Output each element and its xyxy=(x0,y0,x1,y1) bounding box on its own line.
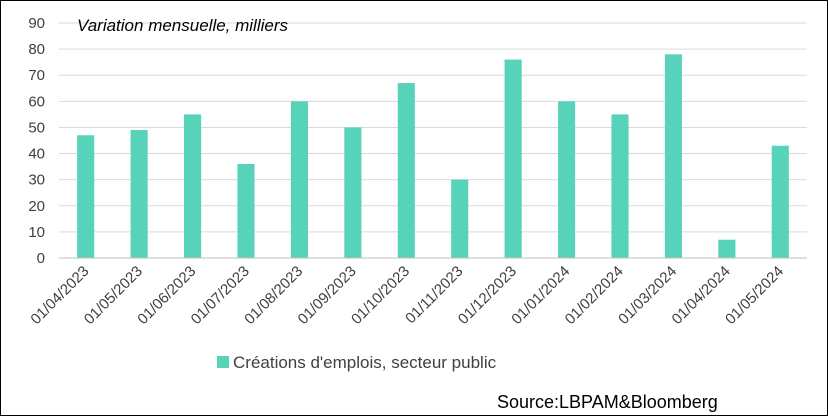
bar-01/12/2023 xyxy=(504,59,522,258)
bar-01/09/2023 xyxy=(344,127,362,258)
y-tick-label: 0 xyxy=(37,250,45,267)
bar-01/04/2023 xyxy=(77,135,95,258)
y-tick-label: 70 xyxy=(28,67,45,84)
bar-01/08/2023 xyxy=(290,101,308,258)
bar-01/10/2023 xyxy=(397,83,415,258)
legend: Créations d'emplois, secteur public xyxy=(217,353,497,372)
y-tick-label: 20 xyxy=(28,198,45,215)
y-tick-label: 90 xyxy=(28,15,45,32)
bars xyxy=(77,54,789,259)
gridlines xyxy=(59,22,807,233)
source-note: Source:LBPAM&Bloomberg xyxy=(497,392,718,412)
x-tick-label: 01/05/2024 xyxy=(722,263,787,328)
bar-01/03/2024 xyxy=(664,54,682,259)
bar-01/05/2024 xyxy=(771,145,789,258)
bar-01/05/2023 xyxy=(130,130,148,258)
y-tick-label: 40 xyxy=(28,146,45,163)
legend-swatch xyxy=(217,356,229,368)
bar-01/07/2023 xyxy=(237,164,255,258)
y-tick-label: 10 xyxy=(28,224,45,241)
x-axis-tick-labels: 01/04/202301/05/202301/06/202301/07/2023… xyxy=(27,263,787,328)
bar-01/06/2023 xyxy=(184,114,202,258)
bar-01/01/2024 xyxy=(558,101,576,258)
y-tick-label: 80 xyxy=(28,41,45,58)
y-tick-label: 50 xyxy=(28,119,45,136)
chart-subtitle: Variation mensuelle, milliers xyxy=(77,16,289,35)
y-axis-tick-labels: 0 10 20 30 40 50 60 70 80 90 xyxy=(28,15,45,267)
y-tick-label: 30 xyxy=(28,172,45,189)
y-tick-label: 60 xyxy=(28,93,45,110)
x-tick-label: 01/10/2023 xyxy=(348,263,413,328)
legend-label: Créations d'emplois, secteur public xyxy=(233,353,497,372)
bar-01/04/2024 xyxy=(718,239,736,258)
bar-01/11/2023 xyxy=(451,179,469,258)
bar-01/02/2024 xyxy=(611,114,629,258)
